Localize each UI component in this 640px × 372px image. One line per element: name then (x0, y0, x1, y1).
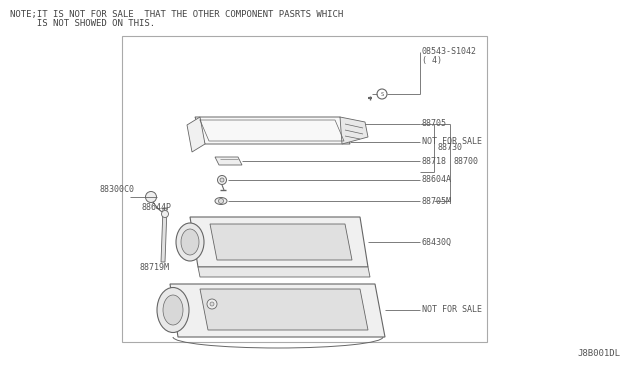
Text: 88718: 88718 (422, 157, 447, 166)
Text: 88700: 88700 (453, 157, 478, 167)
Polygon shape (161, 208, 167, 262)
Text: 88300C0: 88300C0 (100, 186, 135, 195)
Text: 88705M: 88705M (422, 196, 452, 205)
Polygon shape (198, 267, 370, 277)
Text: ( 4): ( 4) (422, 57, 442, 65)
Circle shape (145, 192, 157, 202)
Text: 08543-S1042: 08543-S1042 (422, 48, 477, 57)
Text: 88604A: 88604A (422, 176, 452, 185)
Text: 68430Q: 68430Q (422, 237, 452, 247)
Polygon shape (215, 157, 242, 165)
Polygon shape (187, 117, 205, 152)
Ellipse shape (176, 223, 204, 261)
Polygon shape (170, 284, 385, 337)
Text: 88705: 88705 (422, 119, 447, 128)
Text: 88719M: 88719M (140, 263, 170, 272)
Circle shape (218, 199, 223, 203)
Circle shape (161, 211, 168, 218)
Circle shape (207, 299, 217, 309)
Bar (122, 36, 487, 342)
Ellipse shape (215, 198, 227, 205)
Text: IS NOT SHOWED ON THIS.: IS NOT SHOWED ON THIS. (10, 19, 155, 28)
Circle shape (218, 176, 227, 185)
Ellipse shape (157, 288, 189, 333)
Polygon shape (200, 289, 368, 330)
Polygon shape (195, 117, 350, 144)
Text: 88644P: 88644P (142, 202, 172, 212)
Text: NOT FOR SALE: NOT FOR SALE (422, 305, 482, 314)
Circle shape (377, 89, 387, 99)
Polygon shape (340, 117, 368, 144)
Circle shape (220, 178, 224, 182)
Polygon shape (210, 224, 352, 260)
Text: NOTE;IT IS NOT FOR SALE  THAT THE OTHER COMPONENT PASRTS WHICH: NOTE;IT IS NOT FOR SALE THAT THE OTHER C… (10, 10, 343, 19)
Text: S: S (380, 92, 383, 96)
Ellipse shape (181, 229, 199, 255)
Polygon shape (190, 217, 368, 267)
Text: NOT FOR SALE: NOT FOR SALE (422, 138, 482, 147)
Text: J8B001DL: J8B001DL (577, 350, 620, 359)
Ellipse shape (163, 295, 183, 325)
Circle shape (210, 302, 214, 306)
Text: 88730: 88730 (437, 144, 462, 153)
